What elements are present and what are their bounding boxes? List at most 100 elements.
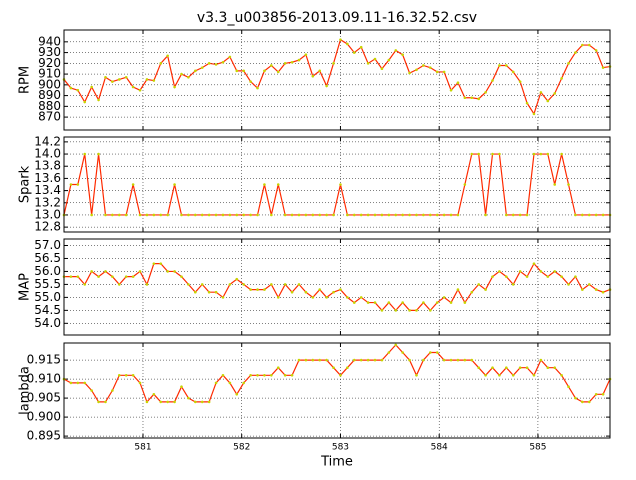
data-point: [214, 290, 218, 294]
data-point: [422, 64, 425, 67]
data-point: [235, 69, 239, 73]
data-point: [180, 72, 183, 76]
data-point: [228, 213, 232, 217]
data-point: [594, 393, 598, 396]
data-point: [339, 38, 342, 41]
data-point: [505, 366, 508, 370]
y-tick-label: 910: [38, 67, 61, 81]
data-point: [242, 283, 245, 286]
data-point: [567, 385, 570, 389]
data-point: [200, 283, 204, 286]
data-point: [505, 275, 508, 278]
data-point: [194, 290, 197, 294]
data-point: [594, 213, 598, 217]
data-point: [311, 296, 315, 299]
data-point: [124, 374, 128, 377]
data-point: [131, 275, 135, 278]
data-point: [69, 183, 73, 186]
data-point: [387, 301, 391, 304]
data-point: [145, 78, 149, 81]
y-tick-label: 12.8: [34, 220, 61, 234]
data-point: [69, 86, 73, 90]
data-point: [587, 400, 591, 404]
data-point: [166, 400, 169, 404]
data-point: [518, 270, 522, 273]
data-point: [332, 366, 335, 370]
data-point: [456, 358, 460, 362]
data-point: [249, 80, 252, 83]
data-point: [380, 213, 384, 217]
data-point: [456, 213, 460, 217]
y-tick-label: 930: [38, 45, 61, 59]
data-point: [352, 213, 356, 217]
data-point: [359, 296, 363, 299]
data-point: [581, 43, 584, 47]
data-point: [546, 275, 550, 278]
data-point: [76, 381, 80, 385]
data-point: [124, 76, 128, 79]
data-point: [587, 43, 591, 47]
data-point: [290, 60, 294, 64]
data-point: [256, 374, 259, 377]
data-point: [270, 64, 273, 67]
data-point: [525, 366, 529, 370]
data-point: [567, 62, 570, 65]
data-point: [463, 183, 467, 186]
y-tick-label: 0.895: [27, 429, 61, 443]
y-tick-label: 880: [38, 99, 61, 113]
data-point: [394, 213, 398, 217]
data-point: [339, 183, 342, 186]
data-point: [263, 69, 266, 73]
data-point: [304, 358, 308, 362]
data-point: [97, 152, 100, 156]
data-point: [560, 77, 563, 80]
data-point: [366, 62, 370, 65]
y-axis-label: Spark: [18, 165, 33, 203]
data-point: [97, 400, 100, 404]
y-tick-label: 13.8: [34, 159, 61, 173]
y-tick-label: 890: [38, 88, 61, 102]
data-point: [429, 309, 432, 312]
data-point: [97, 98, 100, 102]
data-point: [435, 70, 439, 74]
y-tick-label: 13.6: [34, 171, 61, 185]
data-point: [283, 62, 287, 65]
data-point: [242, 213, 245, 217]
data-point: [429, 213, 432, 217]
data-point: [491, 79, 494, 82]
data-point: [339, 374, 342, 377]
data-point: [581, 288, 584, 291]
data-point: [194, 69, 197, 73]
plot-background: [64, 239, 610, 335]
data-point: [138, 213, 142, 217]
data-point: [76, 183, 80, 186]
data-point: [470, 290, 474, 294]
data-point: [311, 213, 315, 217]
data-point: [408, 358, 411, 362]
data-point: [304, 290, 308, 294]
data-point: [111, 275, 114, 278]
data-point: [346, 213, 349, 217]
data-point: [221, 213, 225, 217]
data-point: [69, 275, 73, 278]
data-point: [581, 400, 584, 404]
data-point: [290, 374, 294, 377]
data-point: [304, 213, 308, 217]
data-point: [270, 213, 273, 217]
data-point: [194, 400, 197, 404]
data-point: [442, 213, 446, 217]
data-point: [159, 262, 163, 265]
data-point: [145, 400, 149, 404]
data-point: [138, 381, 142, 385]
x-tick-label: 583: [332, 443, 349, 453]
data-point: [297, 283, 301, 286]
y-tick-label: 870: [38, 110, 61, 124]
data-point: [546, 99, 550, 103]
data-point: [138, 270, 142, 273]
data-point: [249, 374, 252, 377]
y-tick-label: 54.0: [34, 316, 61, 330]
data-point: [104, 400, 107, 404]
data-point: [518, 213, 522, 217]
data-point: [532, 152, 536, 156]
